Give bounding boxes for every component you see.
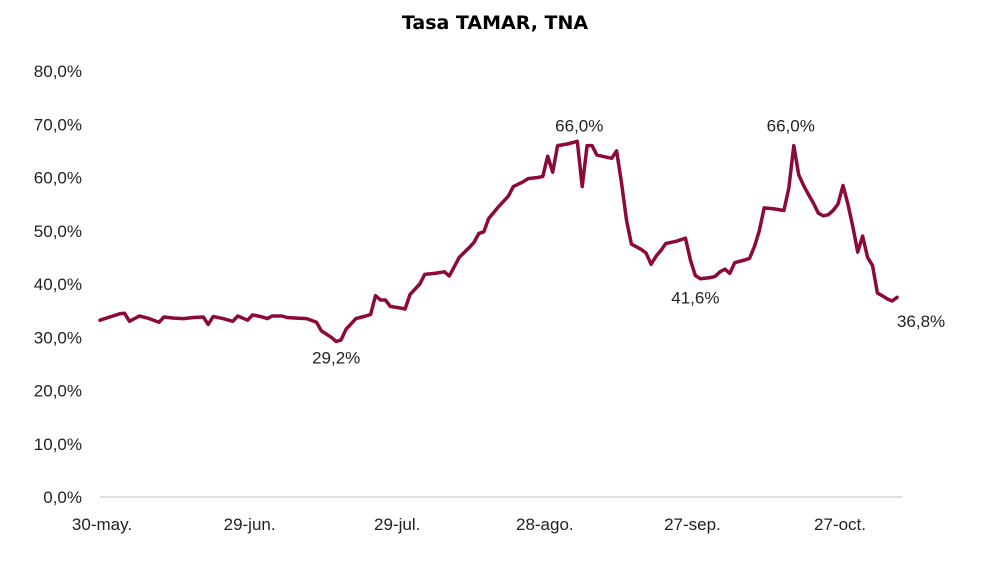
y-tick-label: 20,0%: [34, 382, 82, 401]
x-tick-label: 27-sep.: [664, 515, 721, 534]
x-tick-label: 29-jun.: [224, 515, 276, 534]
y-tick-label: 80,0%: [34, 62, 82, 81]
data-label: 66,0%: [555, 117, 603, 136]
y-tick-label: 30,0%: [34, 328, 82, 347]
x-tick-label: 27-oct.: [814, 515, 866, 534]
y-tick-label: 0,0%: [43, 488, 82, 507]
x-tick-label: 30-may.: [72, 515, 132, 534]
data-label: 66,0%: [767, 117, 815, 136]
y-tick-label: 60,0%: [34, 169, 82, 188]
y-tick-label: 50,0%: [34, 222, 82, 241]
y-tick-label: 40,0%: [34, 275, 82, 294]
x-tick-label: 29-jul.: [374, 515, 420, 534]
data-label: 29,2%: [312, 349, 360, 368]
series-line: [98, 139, 899, 344]
y-tick-label: 10,0%: [34, 435, 82, 454]
data-label: 41,6%: [671, 288, 719, 307]
x-tick-label: 28-ago.: [516, 515, 574, 534]
data-label: 36,8%: [897, 312, 945, 331]
chart-title: Tasa TAMAR, TNA: [401, 12, 589, 34]
y-tick-label: 70,0%: [34, 115, 82, 134]
